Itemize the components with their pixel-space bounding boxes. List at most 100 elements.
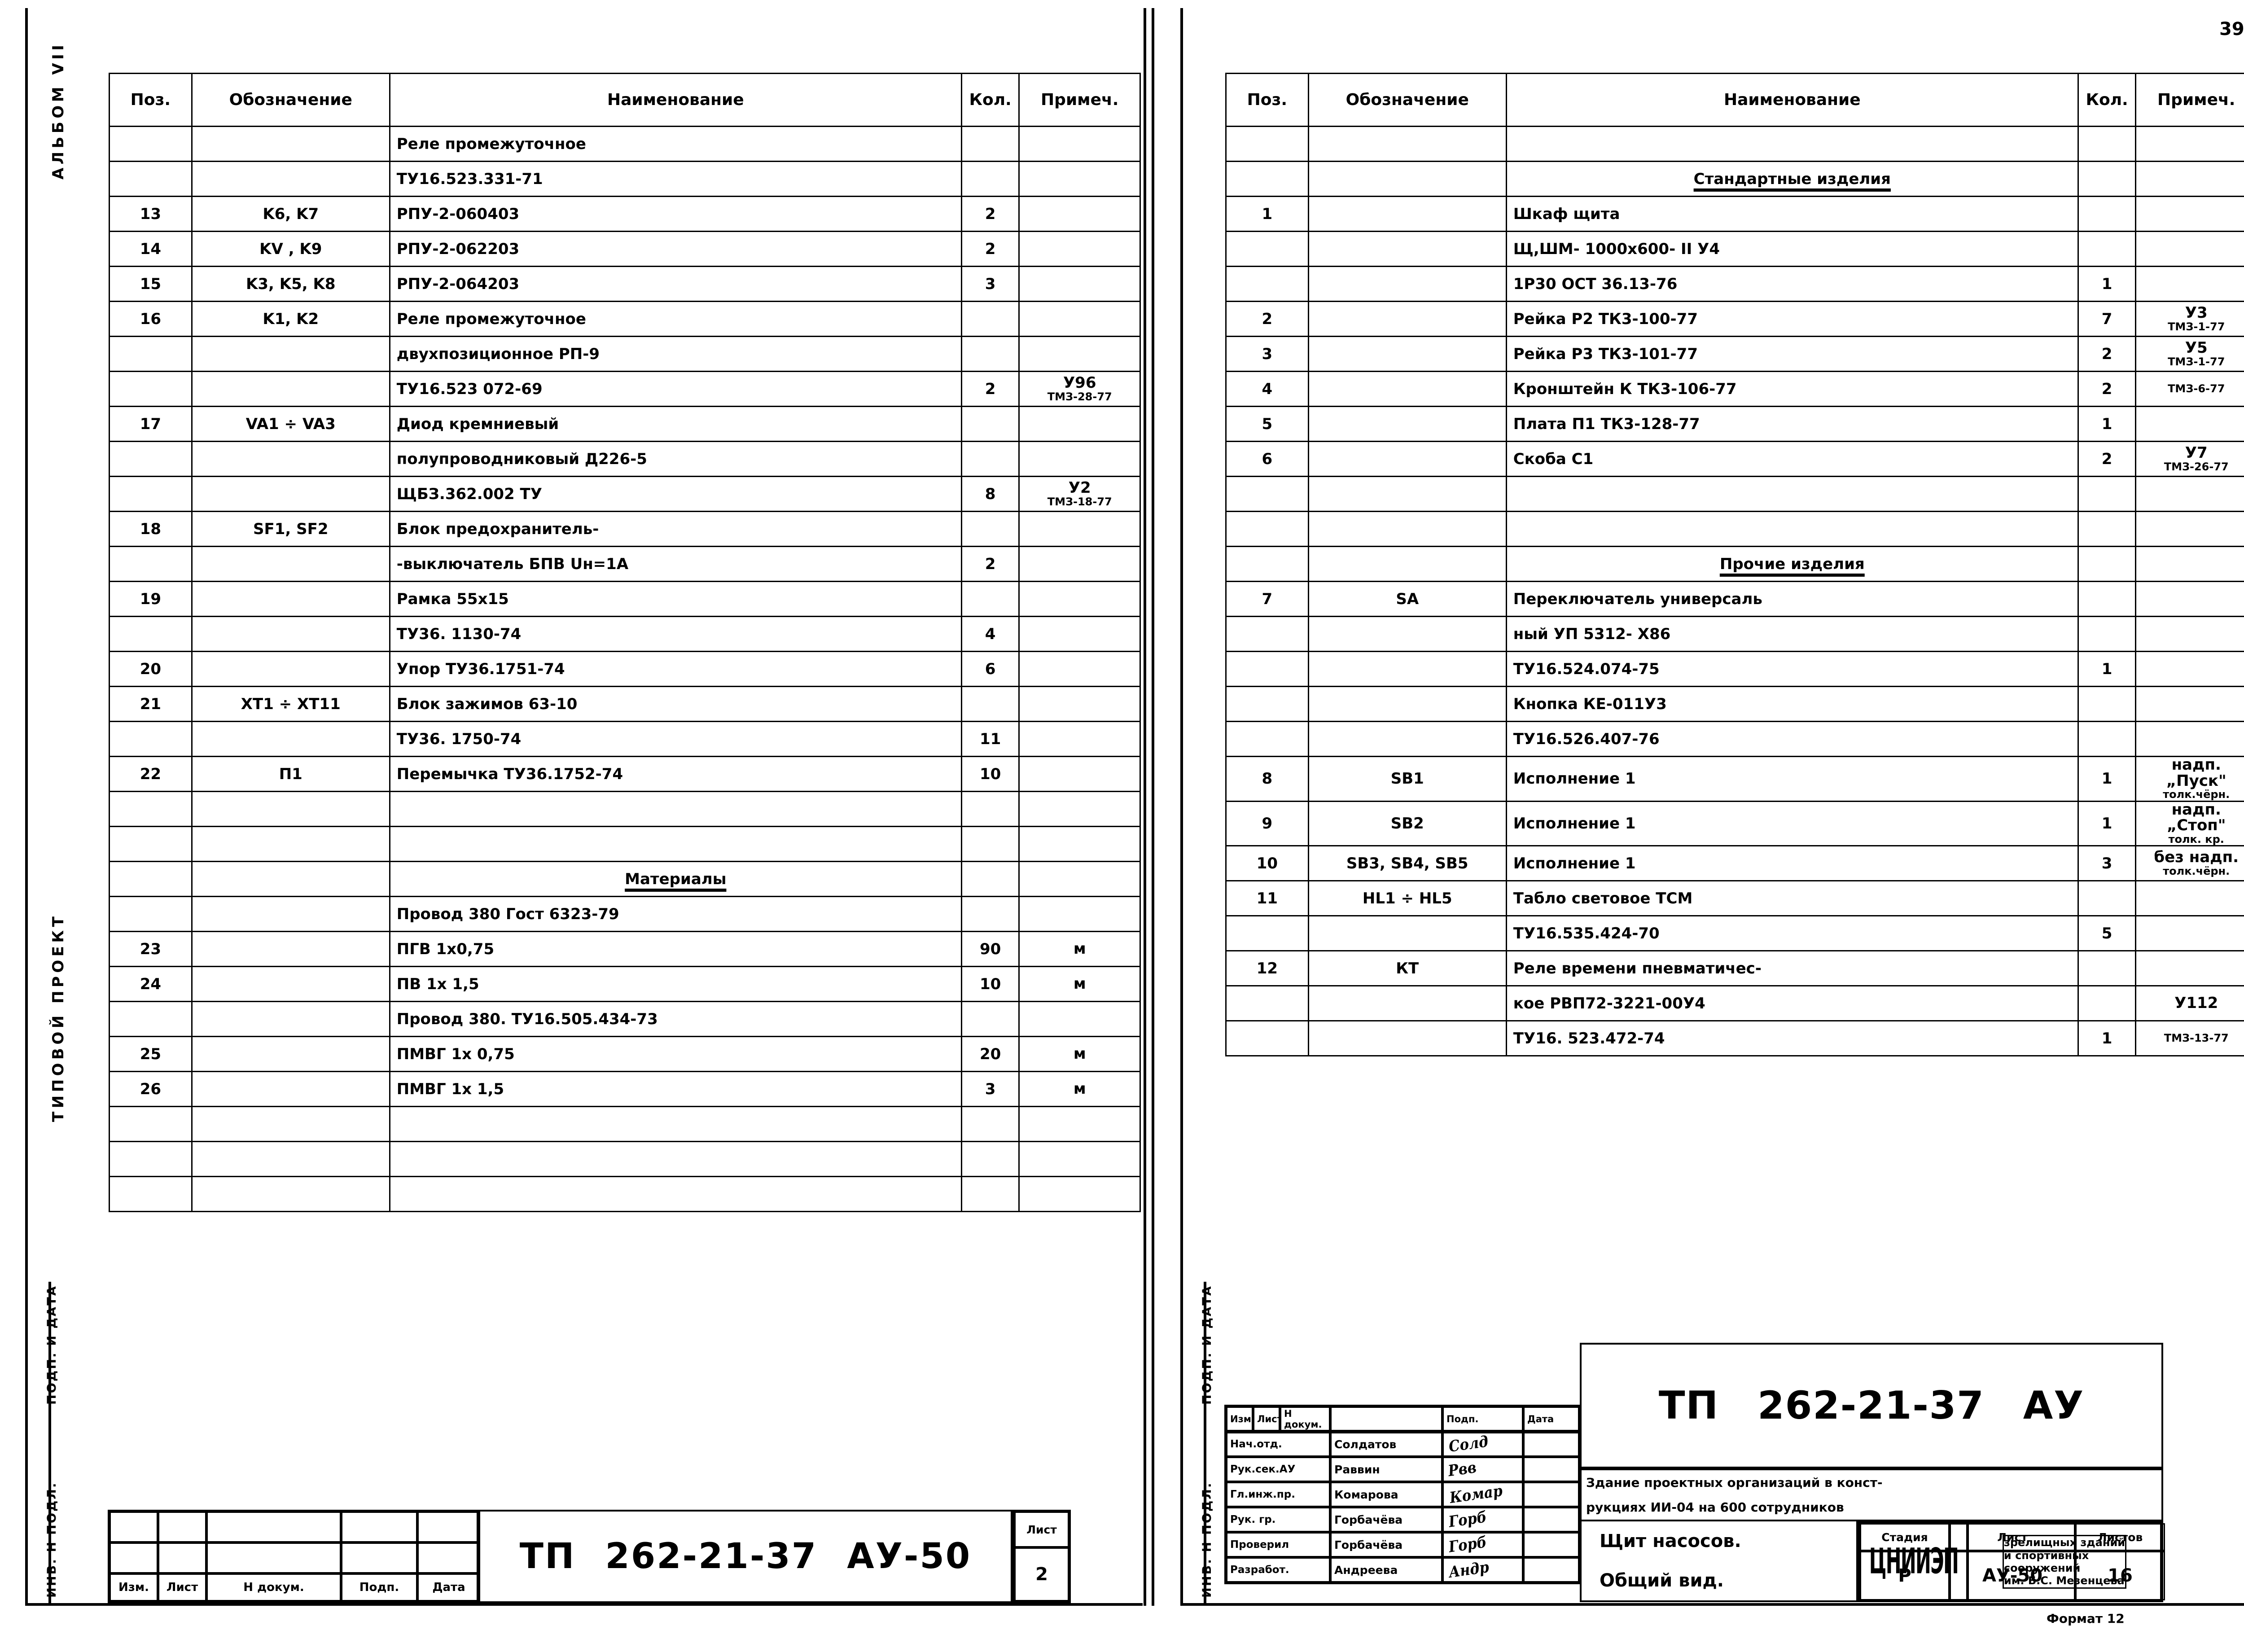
signature-mark[interactable]: Горб — [1442, 1507, 1523, 1532]
signature-mark[interactable]: Рвв — [1442, 1457, 1523, 1482]
cell-name: ЩБЗ.362.002 ТУ — [389, 476, 962, 512]
cell-pos: 2 — [1225, 301, 1309, 337]
rev-cell[interactable] — [158, 1512, 206, 1542]
cell-name: Рейка Р2 ТК3-100-77 — [1505, 301, 2079, 337]
table-row: 19 Рамка 55x15 — [109, 581, 1141, 617]
cell-qty: 2 — [2077, 336, 2137, 372]
sheet-value: 2 — [1014, 1547, 1069, 1601]
table-row: кое РВП72-3221-00У4 У112 — [1225, 985, 2244, 1022]
cell-note — [1018, 266, 1141, 302]
cell-qty: 20 — [960, 1036, 1020, 1072]
cell-name: ТУ16.523.331-71 — [389, 161, 962, 197]
cell-designation — [191, 651, 390, 687]
cell-pos — [109, 126, 193, 162]
rev-cell[interactable] — [417, 1512, 480, 1542]
object-line-1: Здание проектных организаций в конст- — [1586, 1475, 1883, 1490]
cell-pos — [1225, 915, 1309, 952]
cell-note: ТМЗ-13-77 — [2135, 1020, 2244, 1057]
page-number: 39 — [2219, 19, 2244, 39]
cell-designation — [1307, 721, 1507, 757]
table-row: Прочие изделия — [1225, 546, 2244, 582]
signature-role: Проверил — [1226, 1532, 1330, 1557]
cell-designation — [191, 826, 390, 862]
signature-mark[interactable]: Андр — [1442, 1557, 1523, 1582]
header-name: Наименование — [1505, 73, 2079, 127]
signature-mark[interactable]: Солд — [1442, 1432, 1523, 1457]
cell-qty: 6 — [960, 651, 1020, 687]
header-note: Примеч. — [1018, 73, 1141, 127]
cell-qty: 1 — [2077, 651, 2137, 687]
table-row: 21 XT1 ÷ XT11 Блок зажимов 63-10 — [109, 686, 1141, 722]
cell-qty: 2 — [960, 231, 1020, 267]
signature-date[interactable] — [1523, 1557, 1582, 1582]
cell-note — [2135, 476, 2244, 512]
signature-date[interactable] — [1523, 1532, 1582, 1557]
signature-mark[interactable]: Комар — [1442, 1482, 1523, 1507]
signature-date[interactable] — [1523, 1432, 1582, 1457]
cell-note — [1018, 441, 1141, 477]
cell-qty — [2077, 985, 2137, 1022]
rev-cell[interactable] — [341, 1542, 417, 1573]
project-label: Типовой проект — [49, 913, 67, 1122]
cell-note: У7 ТМЗ-26-77 — [2135, 441, 2244, 477]
cell-designation: K6, K7 — [191, 196, 390, 232]
cell-name: ПГВ 1х0,75 — [389, 931, 962, 967]
cell-qty: 1 — [2077, 406, 2137, 442]
signature-date[interactable] — [1523, 1507, 1582, 1532]
cell-name: ТУ16.523 072-69 — [389, 371, 962, 407]
cell-pos — [109, 791, 193, 827]
podp-i-data-label: Подп. и дата — [45, 1285, 59, 1405]
signature-date[interactable] — [1523, 1482, 1582, 1507]
cell-qty: 2 — [2077, 441, 2137, 477]
rev-cell[interactable] — [206, 1542, 341, 1573]
cell-name: Плата П1 ТК3-128-77 — [1505, 406, 2079, 442]
table-row — [1225, 126, 2244, 162]
cell-name: Блок зажимов 63-10 — [389, 686, 962, 722]
cell-name: кое РВП72-3221-00У4 — [1505, 985, 2079, 1022]
cell-pos: 5 — [1225, 406, 1309, 442]
rev-header-empty — [1330, 1407, 1442, 1432]
cell-name: Блок предохранитель- — [389, 511, 962, 547]
cell-name — [1505, 126, 2079, 162]
right-signature-rows: Нач.отд. Солдатов Солд Рук.сек.АУ Раввин Рвв Г… — [1224, 1430, 1582, 1584]
cell-designation: XT1 ÷ XT11 — [191, 686, 390, 722]
cell-note — [1018, 826, 1141, 862]
cell-pos — [1225, 985, 1309, 1022]
cell-pos: 10 — [1225, 845, 1309, 882]
right-doc-number-row: ТП 262-21-37 АУ — [1582, 1345, 2161, 1467]
cell-name: Табло световое ТСМ — [1505, 880, 2079, 917]
cell-pos: 26 — [109, 1071, 193, 1107]
left-sheet-edge-line-2 — [1152, 8, 1154, 1606]
cell-pos — [109, 161, 193, 197]
table-row: 9 SB2 Исполнение 1 1 надп.„Стоп" толк. кр. — [1225, 800, 2244, 847]
right-frame-inner-vline — [1204, 1282, 1206, 1606]
cell-pos — [109, 616, 193, 652]
cell-designation — [191, 721, 390, 757]
cell-qty: 1 — [2077, 800, 2137, 847]
rev-cell[interactable] — [110, 1512, 158, 1542]
rev-cell[interactable] — [341, 1512, 417, 1542]
rev-cell[interactable] — [206, 1512, 341, 1542]
cell-note: У2 ТМЗ-18-77 — [1018, 476, 1141, 512]
inv-n-podl-label: Инв. н подл. — [45, 1481, 59, 1598]
signature-date[interactable] — [1523, 1457, 1582, 1482]
cell-pos — [109, 721, 193, 757]
cell-note: надп.„Пуск" толк.чёрн. — [2135, 756, 2244, 802]
rev-cell[interactable] — [417, 1542, 480, 1573]
cell-qty — [960, 336, 1020, 372]
header-des: Обозначение — [191, 73, 390, 127]
cell-designation — [191, 126, 390, 162]
cell-note — [1018, 721, 1141, 757]
cell-designation — [1307, 441, 1507, 477]
cell-name: Кнопка КЕ-011У3 — [1505, 686, 2079, 722]
cell-note — [2135, 406, 2244, 442]
signature-mark[interactable]: Горб — [1442, 1532, 1523, 1557]
cell-note: У112 — [2135, 985, 2244, 1022]
rev-cell[interactable] — [110, 1542, 158, 1573]
cell-note — [1018, 126, 1141, 162]
rev-cell[interactable] — [158, 1542, 206, 1573]
cell-qty: 7 — [2077, 301, 2137, 337]
cell-pos — [109, 476, 193, 512]
left-sheet-edge-line — [1144, 8, 1146, 1606]
cell-designation — [191, 1036, 390, 1072]
